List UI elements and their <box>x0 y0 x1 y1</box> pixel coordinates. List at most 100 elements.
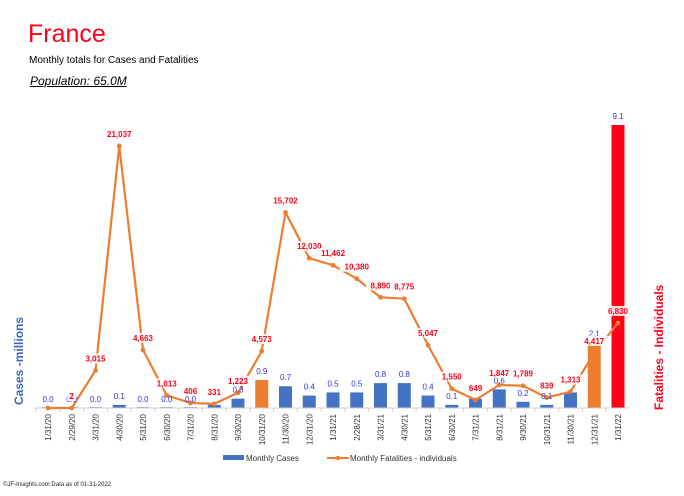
cases-data-label: 0.1 <box>446 392 458 401</box>
fatalities-label-bg <box>316 248 350 259</box>
fatalities-data-label: 1,313 <box>560 376 581 385</box>
fatalities-data-label: 4,663 <box>133 334 154 343</box>
fatalities-data-label: 1,550 <box>442 373 463 382</box>
x-tick-label: 1/31/20 <box>44 413 53 440</box>
x-axis-ticks: 1/31/20 2/29/20 3/31/20 4/30/20 5/31/20 6/30/… <box>35 408 623 445</box>
fatalities-label-bg <box>128 332 158 343</box>
cases-data-label: 0.1 <box>114 392 126 401</box>
bar-cases <box>231 398 245 408</box>
fatalities-data-label: 406 <box>184 387 198 396</box>
fatalities-point <box>69 405 75 411</box>
cases-data-label: 0.1 <box>541 392 553 401</box>
legend-label-fatalities: Monthly Fatalities - individuals <box>350 454 457 463</box>
x-tick-label: 1/31/22 <box>614 413 623 440</box>
legend-swatch-cases <box>223 455 244 460</box>
fatalities-point <box>211 401 217 407</box>
bar-cases <box>469 398 482 408</box>
fatalities-label-bg <box>603 305 633 316</box>
fatalities-point <box>354 276 360 282</box>
population-label: Population: 65.0M <box>30 74 127 88</box>
fatalities-data-label: 2 <box>70 392 75 401</box>
fatalities-label-bg <box>181 385 200 396</box>
cases-data-label: 0.4 <box>304 383 316 392</box>
fatalities-data-label: 5,047 <box>418 329 439 338</box>
cases-data-label: 9.1 <box>612 112 624 121</box>
fatalities-label-bg <box>339 261 374 272</box>
x-tick-label: 4/30/20 <box>115 413 124 440</box>
bar-cases <box>207 404 221 408</box>
cases-data-label: 0.3 <box>232 386 244 395</box>
cases-data-label: 0.8 <box>399 370 411 379</box>
x-tick-label: 12/31/20 <box>305 413 314 445</box>
fatalities-point <box>591 350 597 356</box>
fatalities-point <box>378 294 383 300</box>
bar-cases <box>564 392 577 408</box>
x-tick-label: 7/31/20 <box>187 413 196 440</box>
y-axis-label-left: Cases -millions <box>12 317 26 405</box>
x-tick-label: 10/31/20 <box>258 413 267 445</box>
fatalities-point <box>306 255 312 261</box>
x-tick-label: 6/30/20 <box>163 413 172 440</box>
fatalities-data-label: 649 <box>469 384 483 393</box>
fatalities-data-label: 4,573 <box>252 335 273 344</box>
y-axis-label-right: Fatalities - Individuals <box>652 284 666 410</box>
legend-label-cases: Monthly Cases <box>246 454 299 463</box>
fatalities-data-label: 1,847 <box>489 369 510 378</box>
bar-cases <box>326 392 340 408</box>
fatalities-point <box>520 383 526 389</box>
fatalities-point <box>544 395 550 400</box>
fatalities-point <box>401 296 407 302</box>
fatalities-point <box>473 397 478 403</box>
bar-cases <box>397 383 411 408</box>
bar-cases <box>279 386 292 408</box>
fatalities-label-bg <box>268 195 303 206</box>
x-tick-label: 12/31/21 <box>590 413 599 445</box>
fatalities-data-label: 10,380 <box>345 263 370 272</box>
bar-cases <box>112 404 126 408</box>
fatalities-label-bg <box>466 382 485 393</box>
fatalities-point <box>140 347 146 353</box>
x-tick-label: 2/28/21 <box>353 413 362 440</box>
cases-data-label: 0.0 <box>161 395 173 404</box>
cases-data-label: 0.2 <box>517 389 529 398</box>
bar-cases <box>611 125 625 408</box>
bar-cases <box>540 404 554 408</box>
footer-credit: ©JF-Insights.com Data as of 01-31-2022 <box>3 482 112 488</box>
fatalities-label-bg <box>366 280 395 291</box>
fatalities-label-bg <box>204 386 224 397</box>
x-tick-label: 2/29/20 <box>68 413 77 440</box>
cases-data-label: 0.6 <box>494 376 506 385</box>
cases-data-label: 0.5 <box>327 379 339 388</box>
fatalities-label-bg <box>413 328 443 339</box>
fatalities-data-label: 1,789 <box>513 370 534 379</box>
chart-title: France <box>28 20 106 48</box>
fatalities-label-bg <box>437 371 467 382</box>
fatalities-data-label: 8,775 <box>394 283 415 292</box>
fatalities-point <box>615 320 621 326</box>
fatalities-point <box>164 392 170 398</box>
cases-data-label: 0.5 <box>351 379 363 388</box>
fatalities-data-label: 11,462 <box>321 249 346 258</box>
bar-cases <box>492 389 506 408</box>
x-tick-label: 7/31/21 <box>472 413 481 440</box>
cases-data-label: 0.8 <box>375 370 387 379</box>
fatalities-point <box>188 400 193 406</box>
cases-data-labels: 0.00.00.00.10.00.00.00.30.90.70.40.50.50… <box>42 112 624 404</box>
cases-bars <box>41 125 625 408</box>
bar-cases <box>421 395 435 408</box>
fatalities-point <box>449 386 455 392</box>
fatalities-label-bg <box>556 374 585 385</box>
fatalities-data-label: 21,037 <box>107 130 132 139</box>
bar-cases <box>255 380 269 408</box>
fatalities-label-bg <box>81 353 110 364</box>
fatalities-label-bg <box>67 390 77 401</box>
fatalities-data-label: 1,013 <box>157 379 178 388</box>
cases-data-label: 0.7 <box>280 373 292 382</box>
fatalities-point <box>425 342 431 348</box>
x-tick-label: 9/30/20 <box>234 413 243 440</box>
x-tick-label: 11/30/20 <box>282 413 291 444</box>
fatalities-point <box>496 382 502 388</box>
fatalities-line <box>45 143 621 411</box>
fatalities-data-label: 6,830 <box>608 307 629 316</box>
